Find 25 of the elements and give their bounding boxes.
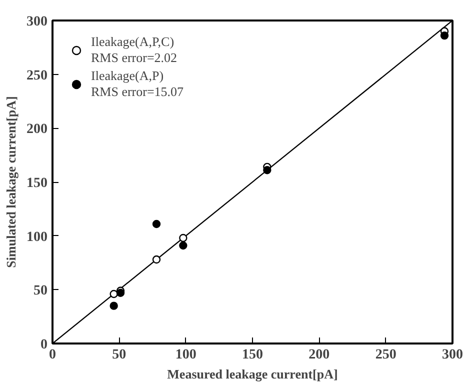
- y-tick-label: 200: [26, 122, 48, 138]
- x-tick-label: 150: [242, 348, 263, 362]
- point: [263, 166, 272, 174]
- x-tick-label: 250: [375, 348, 396, 362]
- legend-label: Ileakage(A,P,C) RMS error=2.02: [91, 34, 178, 66]
- x-tick-label: 50: [112, 348, 126, 362]
- y-tick-label: 250: [26, 68, 48, 84]
- x-tick-label: 100: [175, 348, 196, 362]
- point: [179, 234, 188, 242]
- point: [110, 302, 118, 310]
- x-tick-label: 300: [442, 348, 463, 362]
- y-tick-label: 150: [26, 176, 48, 191]
- point: [440, 31, 449, 40]
- y-tick-label: 100: [26, 230, 48, 245]
- x-axis-title: Measured leakage current[pA]: [167, 366, 338, 382]
- y-tick-label: 0: [40, 338, 48, 352]
- point: [179, 241, 188, 250]
- x-tick-label: 200: [308, 348, 330, 362]
- y-tick-label: 50: [34, 284, 48, 299]
- y-tick-label: 300: [26, 14, 48, 30]
- point: [110, 290, 118, 298]
- y-axis-title: Simulated leakage current[pA]: [4, 96, 18, 268]
- legend-label: Ileakage(A,P) RMS error=15.07: [91, 68, 184, 100]
- point: [152, 255, 161, 264]
- point: [152, 220, 161, 228]
